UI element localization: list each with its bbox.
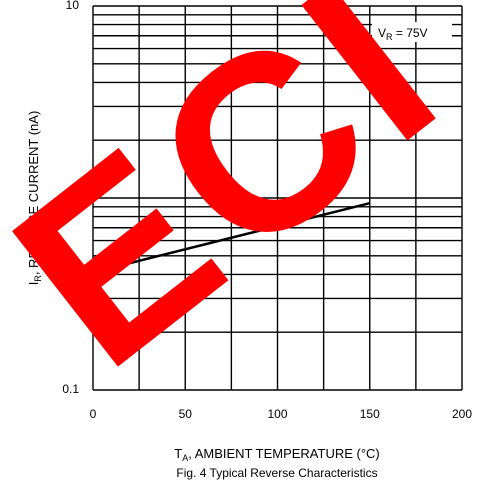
x-axis-label: TA, AMBIENT TEMPERATURE (°C) (174, 446, 380, 463)
chart: TA, AMBIENT TEMPERATURE (°C) Fig. 4 Typi… (0, 0, 478, 481)
x-tick-label: 200 (452, 407, 472, 421)
x-tick-label: 0 (90, 407, 97, 421)
caption: Fig. 4 Typical Reverse Characteristics (176, 466, 377, 480)
x-tick-label: 100 (267, 407, 287, 421)
y-tick-label: 0.1 (62, 382, 79, 396)
page: {"chart_data": {"type": "line", "x": [0,… (0, 0, 478, 481)
y-tick-label: 10 (66, 0, 80, 12)
x-label-rest: , AMBIENT TEMPERATURE (°C) (188, 446, 380, 461)
x-tick-label: 150 (360, 407, 380, 421)
watermark: ECI (0, 0, 478, 419)
x-label-main: T (174, 446, 182, 461)
x-tick-label: 50 (179, 407, 193, 421)
